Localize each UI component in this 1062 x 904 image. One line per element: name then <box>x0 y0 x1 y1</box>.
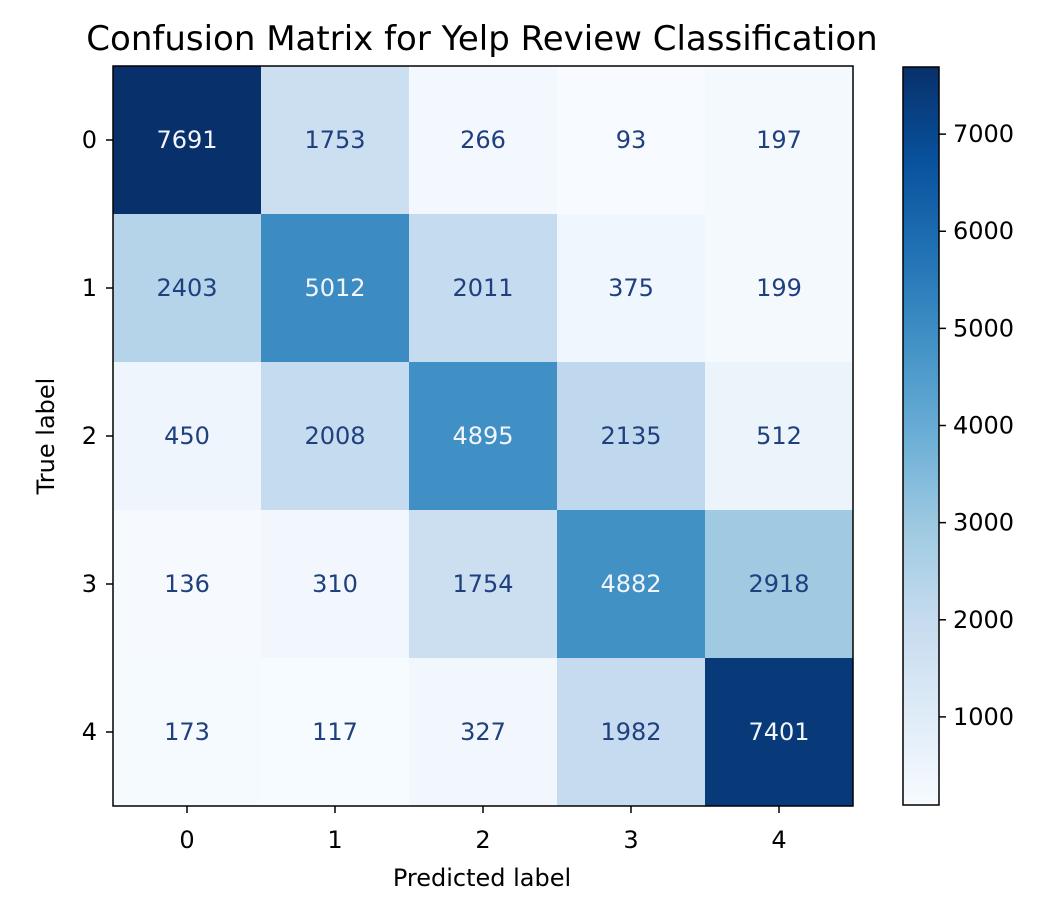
heatmap-cell <box>557 362 706 511</box>
heatmap-cell <box>409 510 558 659</box>
y-axis-label: True label <box>32 378 60 496</box>
heatmap-cell <box>113 658 262 807</box>
heatmap-cells <box>113 66 854 807</box>
cell-value-label: 173 <box>164 718 210 746</box>
heatmap-cell <box>261 362 410 511</box>
colorbar-tick-label: 6000 <box>953 217 1014 245</box>
cell-value-label: 2403 <box>156 274 217 302</box>
cell-value-label: 1754 <box>452 570 513 598</box>
heatmap-cell <box>409 362 558 511</box>
colorbar-ticks: 1000 2000 3000 4000 5000 6000 7000 <box>939 120 1014 731</box>
heatmap-cell <box>705 658 854 807</box>
cell-value-label: 1982 <box>600 718 661 746</box>
heatmap-cell <box>557 510 706 659</box>
heatmap-cell <box>705 66 854 215</box>
colorbar-tick-label: 1000 <box>953 703 1014 731</box>
cell-value-label: 7691 <box>156 126 217 154</box>
y-tick-label: 4 <box>82 718 97 746</box>
heatmap-cell <box>113 214 262 363</box>
heatmap-cell <box>557 658 706 807</box>
cell-value-label: 2918 <box>748 570 809 598</box>
heatmap-cell-labels: 7691 1753 266 93 197 2403 5012 2011 375 199 450 200… <box>156 126 809 746</box>
cell-value-label: 197 <box>756 126 802 154</box>
y-axis-ticks: 0 1 2 3 4 <box>82 126 113 746</box>
heatmap-cell <box>409 214 558 363</box>
heatmap-cell <box>261 214 410 363</box>
cell-value-label: 266 <box>460 126 506 154</box>
heatmap-cell <box>557 214 706 363</box>
cell-value-label: 4895 <box>452 422 513 450</box>
heatmap-cell <box>113 66 262 215</box>
heatmap-cell <box>705 510 854 659</box>
x-tick-label: 1 <box>327 826 342 854</box>
cell-value-label: 136 <box>164 570 210 598</box>
cell-value-label: 2135 <box>600 422 661 450</box>
heatmap-cell <box>557 66 706 215</box>
x-tick-label: 2 <box>475 826 490 854</box>
cell-value-label: 1753 <box>304 126 365 154</box>
x-axis-label: Predicted label <box>393 864 571 892</box>
x-tick-label: 3 <box>623 826 638 854</box>
cell-value-label: 450 <box>164 422 210 450</box>
cell-value-label: 310 <box>312 570 358 598</box>
cell-value-label: 375 <box>608 274 654 302</box>
colorbar-tick-label: 3000 <box>953 509 1014 537</box>
heatmap-cell <box>409 658 558 807</box>
heatmap-cell <box>409 66 558 215</box>
y-tick-label: 2 <box>82 422 97 450</box>
cell-value-label: 4882 <box>600 570 661 598</box>
colorbar-tick-label: 5000 <box>953 314 1014 342</box>
heatmap-cell <box>261 510 410 659</box>
y-tick-label: 1 <box>82 274 97 302</box>
x-axis-ticks: 0 1 2 3 4 <box>179 806 787 854</box>
cell-value-label: 199 <box>756 274 802 302</box>
cell-value-label: 5012 <box>304 274 365 302</box>
cell-value-label: 2011 <box>452 274 513 302</box>
x-tick-label: 0 <box>179 826 194 854</box>
colorbar-tick-label: 7000 <box>953 120 1014 148</box>
cell-value-label: 93 <box>616 126 647 154</box>
cell-value-label: 7401 <box>748 718 809 746</box>
heatmap-cell <box>261 66 410 215</box>
chart-title: Confusion Matrix for Yelp Review Classif… <box>86 19 877 59</box>
cell-value-label: 327 <box>460 718 506 746</box>
colorbar-tick-label: 2000 <box>953 606 1014 634</box>
heatmap-cell <box>705 214 854 363</box>
heatmap-cell <box>113 510 262 659</box>
heatmap-cell <box>113 362 262 511</box>
colorbar-tick-label: 4000 <box>953 412 1014 440</box>
y-tick-label: 3 <box>82 570 97 598</box>
heatmap-cell <box>261 658 410 807</box>
cell-value-label: 117 <box>312 718 358 746</box>
cell-value-label: 512 <box>756 422 802 450</box>
heatmap-cell <box>705 362 854 511</box>
x-tick-label: 4 <box>771 826 786 854</box>
cell-value-label: 2008 <box>304 422 365 450</box>
y-tick-label: 0 <box>82 126 97 154</box>
colorbar <box>902 66 940 806</box>
